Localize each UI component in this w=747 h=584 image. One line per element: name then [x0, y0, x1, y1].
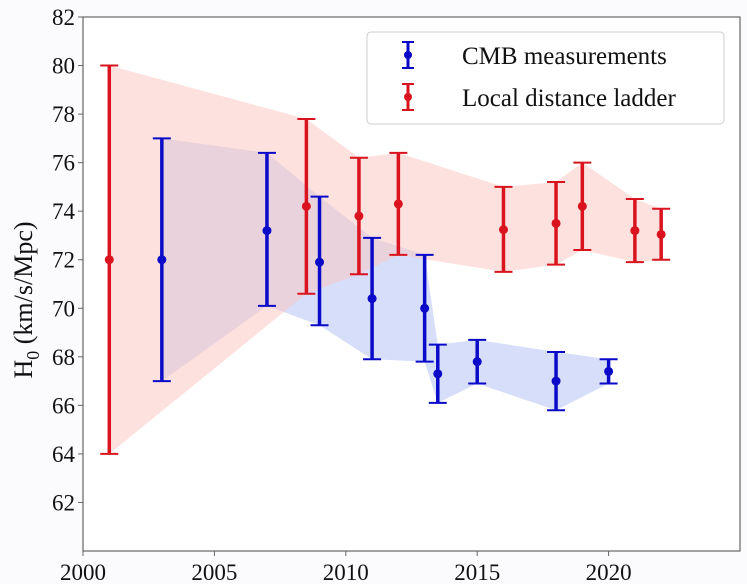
y-tick-label: 80	[52, 54, 75, 79]
data-point-local	[551, 218, 561, 228]
errorbar-local	[652, 207, 671, 261]
y-tick-label: 62	[52, 490, 75, 515]
x-tick-label: 2005	[191, 560, 237, 584]
data-point-local	[354, 211, 364, 221]
axes-frame	[82, 16, 741, 552]
errorbar-local	[349, 156, 368, 276]
x-tick-label: 2020	[586, 560, 632, 584]
data-point-local	[104, 255, 114, 265]
legend-marker-icon	[404, 51, 412, 59]
data-points	[100, 64, 671, 455]
uncertainty-bands	[109, 65, 662, 454]
legend-box	[366, 31, 725, 125]
y-ticks: 62 64 66 68 70 72 74 76 78 80 82	[52, 5, 83, 515]
errorbar-cmb	[363, 236, 382, 361]
band-local	[109, 65, 662, 454]
data-point-local	[656, 229, 666, 239]
data-point-cmb	[157, 255, 167, 265]
errorbar-cmb	[468, 338, 487, 385]
errorbar-local	[389, 151, 408, 256]
data-point-cmb	[551, 376, 561, 386]
errorbar-cmb	[547, 350, 566, 412]
y-tick-label: 82	[52, 5, 75, 30]
legend-marker-icon	[404, 93, 412, 101]
data-point-cmb	[315, 257, 325, 267]
data-point-cmb	[472, 357, 482, 367]
data-point-local	[393, 199, 403, 209]
errorbar-cmb	[428, 343, 447, 404]
errorbar-cmb	[415, 253, 434, 363]
errorbar-local	[573, 161, 592, 252]
x-ticks: 2000 2005 2010 2015 2020	[60, 551, 632, 584]
errorbar-local	[625, 198, 644, 264]
data-point-local	[577, 201, 587, 211]
y-tick-label: 66	[52, 393, 75, 418]
y-tick-label: 72	[52, 248, 75, 273]
x-tick-label: 2015	[454, 560, 500, 584]
legend-label: CMB measurements	[462, 43, 667, 70]
x-tick-label: 2010	[323, 560, 369, 584]
data-point-local	[630, 226, 640, 236]
errorbar-local	[494, 185, 513, 273]
data-point-cmb	[367, 294, 377, 304]
errorbar-local	[547, 181, 566, 266]
data-point-cmb	[433, 369, 443, 379]
data-point-cmb	[262, 226, 272, 236]
errorbar-cmb	[310, 195, 329, 327]
y-tick-label: 70	[52, 296, 75, 321]
y-axis-label-rest: (km/s/Mpc)	[9, 221, 38, 350]
errorbar-cmb	[599, 358, 618, 385]
x-tick-label: 2000	[60, 560, 106, 584]
y-tick-label: 74	[52, 199, 76, 224]
data-point-cmb	[604, 366, 614, 376]
y-axis-label: H0 (km/s/Mpc)	[9, 221, 43, 378]
data-point-local	[301, 201, 311, 211]
axes	[82, 16, 741, 552]
legend-entry-cmb: CMB measurements	[402, 41, 667, 70]
y-axis-label-sub: 0	[23, 351, 43, 360]
y-tick-label: 64	[52, 442, 76, 467]
data-point-cmb	[420, 303, 430, 313]
errorbar-cmb	[152, 137, 171, 383]
y-tick-label: 68	[52, 345, 75, 370]
errorbar-cmb	[257, 151, 276, 307]
legend: CMB measurements Local distance ladder	[366, 31, 725, 125]
legend-entry-local: Local distance ladder	[402, 83, 676, 112]
errorbar-local	[100, 64, 119, 455]
legend-label: Local distance ladder	[462, 85, 676, 112]
errorbar-local	[297, 117, 316, 295]
y-tick-label: 76	[52, 151, 75, 176]
y-tick-label: 78	[52, 102, 75, 127]
y-axis-label-main: H	[9, 360, 38, 379]
data-point-local	[498, 225, 508, 235]
